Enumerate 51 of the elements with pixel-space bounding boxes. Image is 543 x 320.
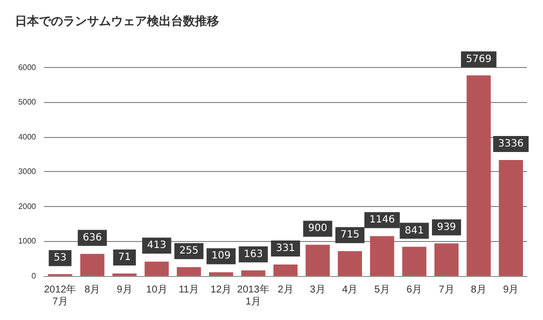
y-tick-label: 6000 (18, 62, 37, 72)
x-tick-label: 6月 (406, 284, 422, 296)
x-tick-label: 2013年 1月 (237, 284, 270, 308)
data-label: 255 (179, 246, 198, 257)
bar (338, 251, 362, 276)
bar (176, 267, 201, 276)
bar (402, 246, 426, 276)
bar (370, 236, 394, 276)
y-tick-label: 2000 (18, 202, 37, 211)
x-tick-label: 9月 (116, 284, 132, 296)
x-tick-label: 11月 (178, 284, 200, 296)
data-label: 71 (118, 252, 131, 264)
data-label: 715 (340, 230, 360, 241)
x-tick-label: 7月 (438, 284, 454, 296)
y-tick-label: 0 (32, 272, 37, 280)
x-tick-label: 10月 (146, 284, 168, 296)
y-tick-label: 3000 (18, 167, 37, 176)
x-tick-label: 5月 (374, 284, 390, 296)
y-tick-label: 1000 (18, 236, 37, 246)
bar (498, 160, 523, 276)
data-label: 413 (147, 240, 166, 252)
x-tick-label: 2012年 7月 (44, 284, 76, 308)
y-tick-label: 5000 (18, 98, 37, 107)
x-tick-label: 12月 (210, 284, 232, 296)
x-tick-label: 3月 (310, 284, 326, 296)
chart-title: 日本でのランサムウェア検出台数推移 (15, 14, 219, 28)
x-tick-label: 9月 (503, 284, 519, 296)
x-tick-label: 8月 (84, 284, 100, 296)
bar (144, 262, 169, 276)
bar (209, 272, 234, 276)
data-label: 939 (436, 222, 456, 233)
data-label: 53 (54, 252, 66, 264)
bar (306, 244, 330, 276)
data-label: 331 (276, 242, 296, 254)
bar (80, 254, 104, 276)
data-label: 1146 (369, 214, 395, 226)
data-label: 3336 (498, 138, 524, 150)
data-label: 841 (404, 225, 424, 236)
bar (434, 243, 459, 276)
data-label: 900 (308, 223, 328, 234)
bar (241, 270, 266, 276)
x-tick-label: 8月 (470, 284, 486, 296)
x-tick-label: 2月 (278, 284, 294, 296)
data-label: 5769 (466, 54, 492, 65)
bar (466, 75, 491, 276)
bar (273, 264, 298, 276)
data-label: 163 (244, 248, 263, 260)
data-label: 636 (82, 232, 102, 244)
y-tick-label: 4000 (18, 132, 37, 142)
data-label: 109 (212, 250, 231, 262)
x-tick-label: 4月 (342, 284, 358, 296)
